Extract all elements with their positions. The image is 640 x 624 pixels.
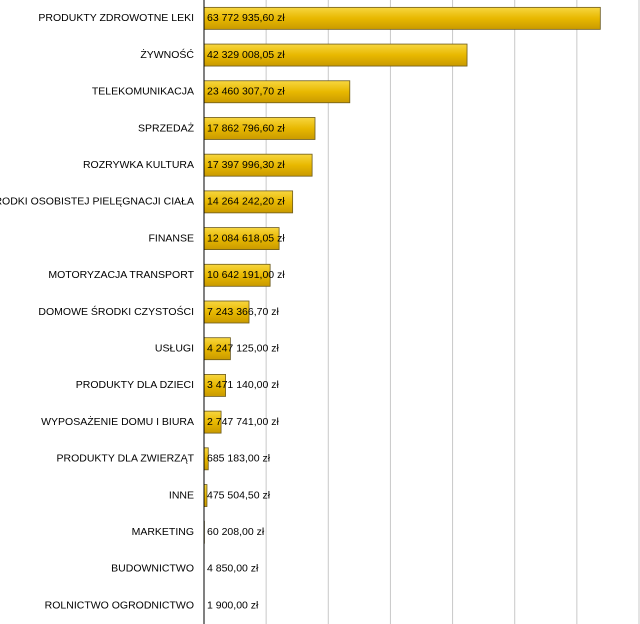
y-tick-label: ROLNICTWO OGRODNICTWO: [45, 599, 194, 611]
value-label: 60 208,00 zł: [207, 526, 265, 538]
y-tick-label: BUDOWNICTWO: [111, 563, 194, 575]
value-label: 685 183,00 zł: [207, 453, 271, 465]
y-tick-label: PRODUKTY DLA DZIECI: [76, 379, 194, 391]
y-tick-label: ŻYWNOŚĆ: [140, 48, 194, 61]
value-label: 7 243 366,70 zł: [207, 306, 279, 318]
y-tick-label: ŚRODKI OSOBISTEJ PIELĘGNACJI CIAŁA: [0, 195, 194, 208]
value-label: 4 850,00 zł: [207, 563, 259, 575]
value-label: 3 471 140,00 zł: [207, 379, 279, 391]
y-tick-label: MARKETING: [132, 526, 194, 538]
y-tick-label: SPRZEDAŻ: [138, 121, 195, 134]
y-tick-label: PRODUKTY DLA ZWIERZĄT: [57, 453, 195, 465]
value-label: 17 397 996,30 zł: [207, 159, 285, 171]
value-label: 12 084 618,05 zł: [207, 232, 285, 244]
y-tick-label: ROZRYWKA KULTURA: [83, 159, 194, 171]
value-label: 10 642 191,00 zł: [207, 269, 285, 281]
y-tick-label: INNE: [169, 489, 194, 501]
value-label: 475 504,50 zł: [207, 489, 271, 501]
value-label: 23 460 307,70 zł: [207, 86, 285, 98]
value-label: 4 247 125,00 zł: [207, 342, 279, 354]
value-label: 63 772 935,60 zł: [207, 12, 285, 24]
value-label: 17 862 796,60 zł: [207, 122, 285, 134]
y-tick-label: WYPOSAŻENIE DOMU I BIURA: [41, 415, 194, 428]
value-label: 42 329 008,05 zł: [207, 49, 285, 61]
y-tick-label: MOTORYZACJA TRANSPORT: [48, 269, 194, 281]
y-tick-label: TELEKOMUNIKACJA: [92, 86, 194, 98]
value-label: 14 264 242,20 zł: [207, 196, 285, 208]
value-label: 1 900,00 zł: [207, 599, 259, 611]
y-tick-label: USŁUGI: [155, 342, 194, 354]
y-tick-label: PRODUKTY ZDROWOTNE LEKI: [38, 12, 194, 24]
value-label: 2 747 741,00 zł: [207, 416, 279, 428]
y-tick-label: FINANSE: [148, 232, 194, 244]
y-tick-label: DOMOWE ŚRODKI CZYSTOŚCI: [38, 305, 194, 318]
